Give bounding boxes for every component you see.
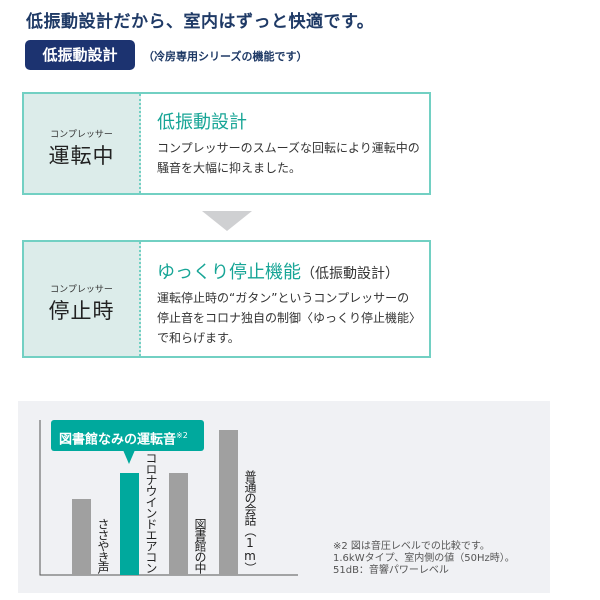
- callout-note-mark: ※2: [176, 431, 188, 440]
- card-heading-text: 低振動設計: [157, 112, 247, 133]
- footnote-line: 51dB：音響パワーレベル: [333, 565, 449, 576]
- card-label-big: 停止時: [48, 299, 115, 323]
- badge-note: （冷房専用シリーズの機能です）: [143, 50, 308, 63]
- chart-bar: [219, 430, 238, 575]
- callout-text: 図書館なみの運転音: [59, 432, 177, 448]
- card-label-panel: コンプレッサー 運転中: [24, 94, 141, 193]
- bar-label: コロナウインドエアコン: [144, 452, 158, 573]
- bar-label: 図書館の中: [193, 518, 207, 573]
- chart-bar: [120, 473, 139, 575]
- chart-bar: [72, 499, 91, 575]
- bar-label: ささやき声: [96, 518, 110, 573]
- footnote-line: 1.6kWタイプ、室内側の値（50Hz時）。: [333, 553, 515, 564]
- chart-callout: 図書館なみの運転音※2: [51, 420, 204, 451]
- card-heading-text: ゆっくり停止機能: [157, 262, 301, 283]
- chart-bar: [169, 473, 188, 575]
- footnote: ※2 図は音圧レベルでの比較です。 1.6kWタイプ、室内側の値（50Hz時）。…: [333, 541, 515, 577]
- card-label-small: コンプレッサー: [50, 285, 113, 295]
- card-label-panel: コンプレッサー 停止時: [24, 242, 141, 356]
- chart-axis: [39, 420, 298, 576]
- feature-badge: 低振動設計: [25, 40, 135, 70]
- card-heading: 低振動設計: [157, 108, 421, 134]
- page-title: 低振動設計だから、室内はずっと快適です。: [26, 12, 375, 32]
- card-label-big: 運転中: [48, 144, 115, 168]
- callout-pointer: [123, 450, 135, 464]
- card-text: コンプレッサーのスムーズな回転により運転中の騒音を大幅に抑えました。: [157, 141, 420, 175]
- card-stopping: コンプレッサー 停止時 ゆっくり停止機能（低振動設計） 運転停止時の“ガタン”と…: [22, 240, 431, 358]
- card-heading-sub: （低振動設計）: [301, 266, 399, 282]
- card-heading: ゆっくり停止機能（低振動設計）: [157, 258, 421, 284]
- down-arrow-icon: [202, 211, 252, 231]
- card-text: 運転停止時の“ガタン”というコンプレッサーの停止音をコロナ独自の制御〈ゆっくり停…: [157, 291, 422, 345]
- footnote-line: ※2 図は音圧レベルでの比較です。: [333, 541, 490, 552]
- card-label-small: コンプレッサー: [50, 130, 113, 140]
- bar-label: 普通の会話（1m）: [243, 470, 257, 573]
- card-running: コンプレッサー 運転中 低振動設計 コンプレッサーのスムーズな回転により運転中の…: [22, 92, 431, 195]
